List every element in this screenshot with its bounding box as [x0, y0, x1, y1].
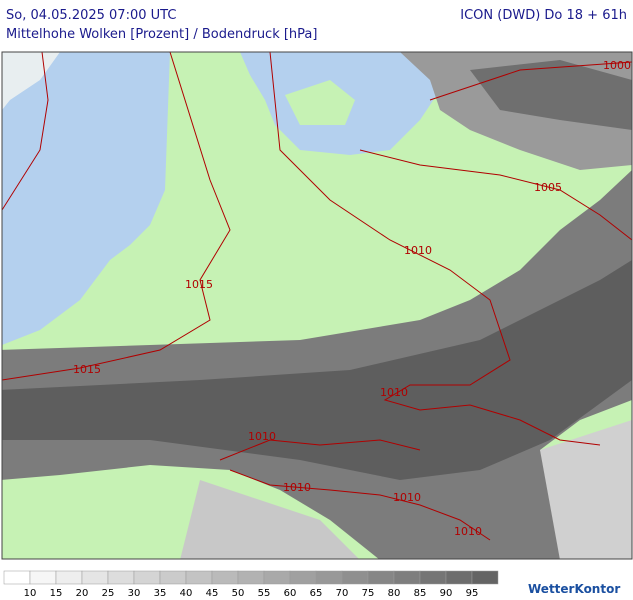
- legend-swatch: [315, 570, 343, 585]
- logo: WetterKontor: [528, 582, 620, 596]
- legend-label: 70: [336, 588, 349, 599]
- isobar-label: 1005: [534, 181, 562, 194]
- isobar-label: 1010: [404, 244, 432, 257]
- legend-swatch: [185, 570, 213, 585]
- legend-label: 40: [180, 588, 193, 599]
- datetime: So, 04.05.2025 07:00 UTC: [6, 8, 176, 23]
- legend-label: 10: [24, 588, 37, 599]
- legend-label: 35: [154, 588, 167, 599]
- legend-swatch: [81, 570, 109, 585]
- legend-swatch: [55, 570, 83, 585]
- legend-label: 95: [466, 588, 479, 599]
- legend-swatch: [367, 570, 395, 585]
- subtitle: Mittelhohe Wolken [Prozent] / Bodendruck…: [6, 27, 317, 42]
- legend: 10 15 20 25 30 35 40 45 50 55 60 65 70 75 80 85 90 95: [3, 570, 499, 599]
- legend-label: 15: [50, 588, 63, 599]
- legend-swatch: [3, 570, 31, 585]
- legend-label: 50: [232, 588, 245, 599]
- legend-label: 90: [440, 588, 453, 599]
- legend-label: 25: [102, 588, 115, 599]
- legend-swatch: [341, 570, 369, 585]
- legend-swatch: [445, 570, 473, 585]
- isobar-label: 1010: [380, 386, 408, 399]
- legend-swatch: [263, 570, 291, 585]
- legend-swatch: [289, 570, 317, 585]
- isobar-labels: 1000 1005 1010 1015 1015 1010 1010 1010 1010 1010: [73, 59, 631, 538]
- legend-label: 85: [414, 588, 427, 599]
- legend-label: 55: [258, 588, 271, 599]
- legend-swatch: [107, 570, 135, 585]
- isobar-label: 1015: [73, 363, 101, 376]
- isobar-label: 1010: [393, 491, 421, 504]
- legend-label: 80: [388, 588, 401, 599]
- legend-label: 30: [128, 588, 141, 599]
- isobar-label: 1010: [283, 481, 311, 494]
- legend-label: 60: [284, 588, 297, 599]
- legend-swatch: [471, 570, 499, 585]
- legend-swatch: [133, 570, 161, 585]
- legend-label: 20: [76, 588, 89, 599]
- legend-swatch: [29, 570, 57, 585]
- map: [1, 51, 633, 560]
- isobar-label: 1010: [454, 525, 482, 538]
- isobar-label: 1015: [185, 278, 213, 291]
- legend-swatch: [159, 570, 187, 585]
- legend-swatch: [419, 570, 447, 585]
- legend-label: 45: [206, 588, 219, 599]
- isobar-label: 1000: [603, 59, 631, 72]
- legend-label: 75: [362, 588, 375, 599]
- isobar-label: 1010: [248, 430, 276, 443]
- legend-label: 65: [310, 588, 323, 599]
- legend-swatch: [393, 570, 421, 585]
- model-run: ICON (DWD) Do 18 + 61h: [460, 8, 627, 23]
- legend-swatch: [211, 570, 239, 585]
- legend-swatch: [237, 570, 265, 585]
